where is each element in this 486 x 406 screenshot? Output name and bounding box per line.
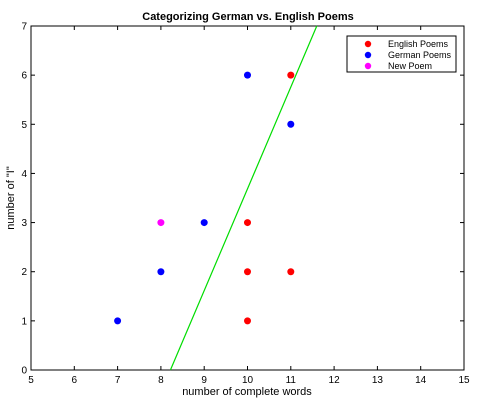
x-tick-label: 7 [115, 375, 121, 386]
plot-area [30, 25, 465, 371]
x-axis-label: number of complete words [182, 386, 312, 398]
y-tick-label: 0 [21, 366, 27, 377]
new-poem-point [157, 219, 165, 227]
x-tick-label: 11 [286, 375, 297, 386]
x-tick-label: 5 [28, 375, 34, 386]
legend-label-german-poems: German Poems [388, 50, 452, 60]
german-poems-point [287, 120, 295, 128]
x-tick-label: 12 [329, 375, 341, 386]
y-tick-label: 5 [21, 120, 27, 131]
x-tick-label: 10 [242, 375, 254, 386]
english-poems-point [244, 317, 251, 325]
german-poems-point [244, 71, 251, 79]
english-poems-point [287, 71, 295, 79]
german-poems-point [157, 268, 165, 276]
legend-label-new-poem: New Poem [388, 61, 432, 71]
x-tick-label: 6 [72, 375, 78, 386]
series-layer [114, 25, 318, 371]
y-tick-label: 3 [21, 218, 27, 229]
x-tick-label: 14 [415, 375, 427, 386]
x-tick-label: 15 [458, 375, 470, 386]
y-tick-label: 4 [21, 169, 27, 180]
german-poems-point [200, 219, 208, 227]
y-tick-label: 1 [21, 316, 27, 327]
y-axis-ticks: 0 1 2 3 4 5 6 7 [21, 22, 464, 377]
legend-marker-german-poems [364, 51, 372, 59]
x-tick-label: 13 [372, 375, 384, 386]
german-poems-point [114, 317, 122, 325]
y-axis-label: number of "I" [5, 166, 17, 230]
legend-marker-new-poem [364, 62, 372, 70]
x-tick-label: 9 [201, 375, 207, 386]
chart-title: Categorizing German vs. English Poems [142, 11, 354, 23]
english-poems-point [287, 268, 295, 276]
y-tick-label: 2 [21, 267, 27, 278]
english-poems-point [244, 268, 251, 276]
legend-marker-english-poems [364, 40, 372, 48]
y-tick-label: 7 [21, 22, 27, 33]
legend-label-english-poems: English Poems [388, 39, 449, 49]
x-tick-label: 8 [158, 375, 164, 386]
decision-boundary-line [169, 25, 318, 371]
x-axis-ticks: 5 6 7 8 9 10 11 12 13 14 15 [28, 26, 470, 386]
english-poems-point [244, 219, 251, 227]
y-tick-label: 6 [21, 71, 27, 82]
